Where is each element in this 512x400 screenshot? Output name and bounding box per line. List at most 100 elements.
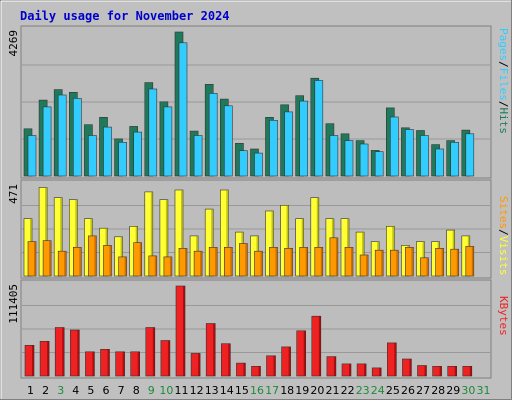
bar-shade-sites-1 bbox=[34, 241, 36, 276]
bar-shade-kbytes-29 bbox=[454, 366, 457, 376]
bar-shade-visits-18 bbox=[286, 205, 289, 276]
bar-shade-kbytes-24 bbox=[379, 367, 382, 376]
bar-shade-kbytes-3 bbox=[62, 327, 65, 376]
ymax-label-middle: 471 bbox=[7, 184, 20, 204]
bar-files-29 bbox=[450, 142, 460, 177]
day-label-12: 12 bbox=[190, 384, 204, 397]
bar-shade-sites-12 bbox=[200, 251, 203, 276]
bar-shade-sites-24 bbox=[381, 250, 384, 276]
legend-top-part-0: Pages bbox=[497, 28, 510, 61]
day-label-15: 15 bbox=[235, 384, 249, 397]
bar-shade-kbytes-28 bbox=[439, 366, 442, 376]
day-label-4: 4 bbox=[72, 384, 79, 397]
bar-shade-sites-22 bbox=[351, 247, 353, 276]
bar-shade-kbytes-11 bbox=[183, 286, 185, 376]
bar-files-1 bbox=[27, 135, 37, 177]
bar-shade-sites-30 bbox=[471, 246, 474, 276]
bar-shade-sites-21 bbox=[335, 237, 338, 276]
legend-top-part-3: / bbox=[497, 101, 510, 108]
bar-shade-visits-14 bbox=[226, 190, 229, 276]
bar-shade-visits-10 bbox=[165, 199, 168, 276]
day-label-27: 27 bbox=[416, 384, 430, 397]
day-label-17: 17 bbox=[265, 384, 279, 397]
bar-files-12 bbox=[193, 135, 203, 177]
bar-shade-visits-23 bbox=[362, 232, 365, 276]
bar-shade-visits-17 bbox=[271, 211, 274, 276]
bar-shade-sites-14 bbox=[230, 247, 233, 276]
bar-shade-sites-2 bbox=[49, 240, 52, 276]
bar-shade-sites-10 bbox=[169, 256, 172, 276]
bar-shade-visits-9 bbox=[150, 191, 153, 276]
bar-shade-visits-2 bbox=[45, 187, 48, 276]
bar-files-11 bbox=[178, 42, 188, 177]
bar-files-18 bbox=[284, 111, 293, 177]
bar-files-15 bbox=[239, 150, 248, 177]
bar-files-20 bbox=[314, 80, 324, 177]
bar-shade-sites-9 bbox=[154, 255, 157, 276]
bar-shade-kbytes-5 bbox=[92, 351, 95, 376]
bar-files-16 bbox=[254, 152, 263, 177]
bar-shade-sites-29 bbox=[456, 249, 459, 276]
bar-files-10 bbox=[163, 106, 173, 177]
day-label-6: 6 bbox=[103, 384, 110, 397]
bar-files-9 bbox=[148, 88, 158, 177]
bar-files-6 bbox=[103, 126, 112, 177]
day-label-10: 10 bbox=[159, 384, 173, 397]
bar-files-23 bbox=[359, 143, 369, 177]
bar-shade-sites-15 bbox=[245, 243, 248, 276]
day-label-3: 3 bbox=[57, 384, 64, 397]
day-label-7: 7 bbox=[118, 384, 125, 397]
day-label-31: 31 bbox=[477, 384, 491, 397]
legend-top-part-1: / bbox=[497, 61, 510, 68]
bar-shade-sites-5 bbox=[94, 235, 97, 276]
bar-shade-sites-16 bbox=[260, 251, 263, 276]
day-label-23: 23 bbox=[356, 384, 370, 397]
legend-middle-part-0: Sites bbox=[497, 196, 510, 229]
day-label-26: 26 bbox=[401, 384, 415, 397]
bar-shade-sites-17 bbox=[275, 247, 278, 276]
bar-shade-kbytes-22 bbox=[349, 363, 351, 376]
bar-shade-kbytes-23 bbox=[364, 363, 367, 376]
bar-files-3 bbox=[57, 94, 67, 177]
bars bbox=[23, 31, 475, 377]
day-label-21: 21 bbox=[326, 384, 340, 397]
bar-shade-kbytes-27 bbox=[424, 365, 427, 376]
day-label-29: 29 bbox=[446, 384, 460, 397]
bar-shade-kbytes-12 bbox=[198, 353, 201, 376]
bar-shade-kbytes-25 bbox=[394, 342, 397, 376]
bar-shade-visits-20 bbox=[316, 197, 319, 276]
bar-shade-kbytes-9 bbox=[152, 327, 155, 376]
chart-title: Daily usage for November 2024 bbox=[20, 9, 230, 23]
bar-shade-sites-18 bbox=[290, 248, 293, 276]
bar-shade-sites-4 bbox=[79, 247, 82, 276]
bar-files-19 bbox=[299, 100, 309, 177]
legend-middle-part-1: / bbox=[497, 229, 510, 236]
bar-shade-sites-27 bbox=[426, 257, 429, 276]
bar-shade-kbytes-4 bbox=[77, 330, 80, 376]
bar-shade-sites-26 bbox=[411, 247, 414, 276]
bar-shade-sites-13 bbox=[215, 247, 218, 276]
day-label-19: 19 bbox=[295, 384, 309, 397]
bar-shade-kbytes-21 bbox=[333, 356, 336, 376]
bar-files-13 bbox=[208, 93, 218, 177]
legend-bottom-part-0: KBytes bbox=[497, 296, 510, 336]
bar-shade-visits-7 bbox=[120, 236, 123, 276]
bar-files-17 bbox=[269, 120, 278, 177]
day-label-8: 8 bbox=[133, 384, 140, 397]
legend-top-part-4: Hits bbox=[497, 108, 510, 135]
bar-shade-visits-13 bbox=[211, 209, 214, 276]
legend-bottom: KBytes bbox=[497, 296, 510, 336]
legend-top: Pages/Files/Hits bbox=[497, 28, 510, 134]
bar-shade-kbytes-1 bbox=[32, 345, 34, 376]
bar-shade-sites-11 bbox=[185, 248, 187, 276]
bar-files-28 bbox=[435, 148, 444, 177]
bar-shade-kbytes-8 bbox=[137, 351, 140, 376]
axis-labels: 4269 Pages/Files/Hits471Sites/Visits11140… bbox=[7, 28, 510, 397]
bar-files-8 bbox=[133, 131, 142, 177]
day-label-22: 22 bbox=[341, 384, 355, 397]
bar-shade-sites-25 bbox=[396, 250, 399, 276]
legend-middle: Sites/Visits bbox=[497, 196, 510, 276]
legend-top-part-2: Files bbox=[497, 68, 510, 101]
day-label-5: 5 bbox=[87, 384, 94, 397]
